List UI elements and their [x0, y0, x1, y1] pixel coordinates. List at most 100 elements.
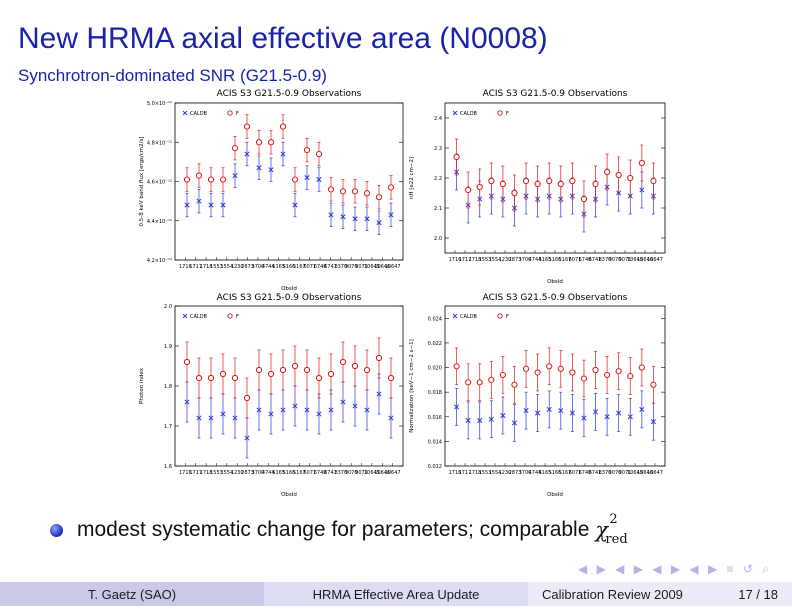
y-axis-label: nH [e22 cm−2] [409, 157, 415, 199]
legend-f-label: F [506, 314, 509, 320]
y-axis-label: Photon index [139, 367, 145, 404]
x-tick-label: 3700 [519, 257, 532, 263]
data-point-f [291, 176, 299, 183]
data-point-f [303, 147, 311, 154]
plot-frame [444, 305, 666, 467]
data-point-f [315, 374, 323, 382]
data-point-caldb [627, 414, 633, 420]
plot-frame [174, 305, 404, 467]
y-axis-label: Normalization [keV−1 cm−2 s−1] [409, 339, 415, 432]
x-tick-label: 8370 [334, 470, 347, 476]
legend-f-marker [497, 313, 503, 319]
y-tick-label: 0.016 [428, 415, 442, 421]
legend-caldb-label: CALDB [460, 111, 478, 117]
y-tick-label: 2.4 [434, 116, 442, 122]
legend-caldb-label: CALDB [460, 314, 478, 320]
x-tick-label: 10647 [385, 264, 401, 270]
chart-title: ACIS S3 G21.5-0.9 Observations [483, 293, 628, 303]
x-tick-label: 9070 [345, 470, 358, 476]
chi-letter: χ [595, 518, 609, 542]
data-point-f [627, 174, 634, 182]
data-point-f [522, 365, 530, 372]
x-tick-label: 10646 [374, 470, 390, 476]
data-point-f [183, 176, 191, 183]
x-tick-label: 5167 [293, 470, 306, 476]
data-point-f [476, 379, 483, 386]
data-point-f [387, 374, 395, 382]
data-point-f [546, 177, 553, 185]
data-point-f [351, 188, 359, 195]
legend-f-marker [227, 110, 233, 116]
x-tick-label: 9070 [345, 264, 358, 270]
data-point-f [604, 371, 611, 379]
x-tick-label: 5166 [549, 257, 562, 263]
x-tick-label: 1716 [179, 264, 192, 270]
x-tick-label: 9070 [609, 470, 622, 476]
y-tick-label: 2.1 [434, 206, 442, 212]
x-tick-label: 4744 [262, 470, 275, 476]
data-point-caldb [196, 415, 202, 421]
data-point-f [255, 139, 263, 146]
data-point-caldb [208, 415, 214, 421]
data-point-f [183, 358, 191, 366]
footer-page-number: 17 / 18 [738, 586, 778, 602]
data-point-f [627, 373, 634, 380]
data-point-caldb [650, 419, 656, 425]
data-point-f [363, 190, 371, 197]
data-point-f [375, 194, 383, 201]
x-tick-label: 1718 [200, 470, 213, 476]
x-tick-label: 1716 [179, 470, 192, 476]
chart-panel-1: ACIS S3 G21.5-0.9 Observations 4.2×10⁻¹¹ 4… [139, 89, 404, 292]
data-point-f [499, 371, 506, 379]
data-point-f [511, 189, 518, 197]
x-tick-label: 6071 [303, 264, 316, 270]
x-tick-label: 10646 [637, 470, 653, 476]
legend-caldb-marker [182, 313, 188, 319]
data-point-f [534, 180, 541, 188]
data-point-f [231, 374, 239, 382]
beamer-navigation-icons[interactable]: ◀ ▶ ◀ ▶ ◀ ▶ ◀ ▶ ≡ ↺ ⌕ [578, 562, 772, 576]
data-point-caldb [232, 173, 238, 179]
data-point-f [339, 358, 347, 366]
x-tick-label: 1717 [459, 257, 472, 263]
x-tick-label: 6740 [579, 257, 592, 263]
x-tick-label: 5165 [539, 257, 552, 263]
data-point-f [195, 172, 203, 179]
x-tick-label: 2873 [509, 257, 522, 263]
footer-talk-title: HRMA Effective Area Update [264, 582, 528, 606]
data-point-caldb [616, 410, 622, 416]
data-point-caldb [208, 202, 214, 208]
x-tick-label: 6741 [324, 264, 337, 270]
data-point-f [303, 366, 311, 374]
x-tick-label: 8370 [599, 257, 612, 263]
chi-superscript: 2 [609, 512, 618, 527]
x-tick-label: 10646 [637, 257, 653, 263]
x-tick-label: 1553 [210, 470, 223, 476]
data-point-caldb [488, 416, 494, 422]
x-tick-label: 5166 [549, 470, 562, 476]
y-tick-label: 1.7 [164, 424, 172, 430]
x-tick-label: 5167 [559, 470, 572, 476]
data-point-f [615, 171, 622, 179]
data-point-f [207, 176, 215, 183]
slide-subtitle: Synchrotron-dominated SNR (G21.5-0.9) [18, 66, 327, 85]
x-tick-label: 1230 [231, 470, 244, 476]
data-point-caldb [376, 391, 382, 397]
chart-title: ACIS S3 G21.5-0.9 Observations [217, 89, 362, 99]
x-axis-label: ObsId [281, 286, 297, 292]
data-point-caldb [352, 403, 358, 409]
x-axis-label: ObsId [547, 492, 563, 498]
y-tick-label: 0.024 [428, 316, 442, 322]
x-tick-label: 3700 [252, 264, 265, 270]
x-tick-label: 9070 [609, 257, 622, 263]
data-point-caldb [184, 202, 190, 208]
data-point-caldb [592, 409, 599, 415]
data-point-f [327, 370, 335, 378]
x-tick-label: 10645 [627, 257, 643, 263]
y-tick-label: 0.012 [428, 464, 442, 470]
data-point-caldb [328, 407, 334, 413]
legend-caldb-label: CALDB [190, 314, 208, 320]
x-tick-label: 1554 [220, 264, 233, 270]
chart-title: ACIS S3 G21.5-0.9 Observations [483, 89, 628, 99]
